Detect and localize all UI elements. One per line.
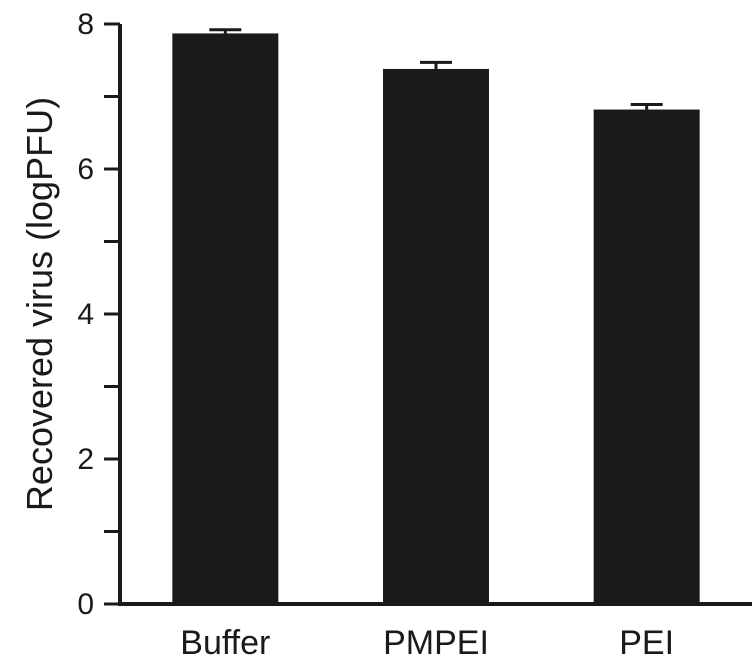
bar-buffer	[172, 33, 279, 605]
error-bar-buffer	[209, 28, 242, 34]
bar-pmpei	[383, 68, 489, 604]
y-tick-label: 0	[77, 588, 94, 621]
bar-pei	[593, 109, 700, 605]
error-bar-pei	[630, 102, 663, 110]
y-axis-title: Recovered virus (logPFU)	[19, 97, 60, 511]
x-axis-labels: Buffer PMPEI PEI	[180, 624, 674, 662]
y-tick-label: 8	[77, 8, 94, 41]
error-bar-pmpei	[420, 60, 452, 69]
y-axis-ticks: 0 2 4 6 8	[77, 8, 120, 621]
y-tick-label: 6	[77, 153, 94, 186]
bars	[172, 33, 700, 605]
y-tick-label: 4	[77, 298, 94, 331]
y-tick-label: 2	[77, 443, 94, 476]
x-tick-label: PEI	[619, 624, 674, 662]
error-bars	[209, 28, 663, 110]
x-tick-label: PMPEI	[383, 624, 489, 662]
x-tick-label: Buffer	[180, 624, 270, 662]
